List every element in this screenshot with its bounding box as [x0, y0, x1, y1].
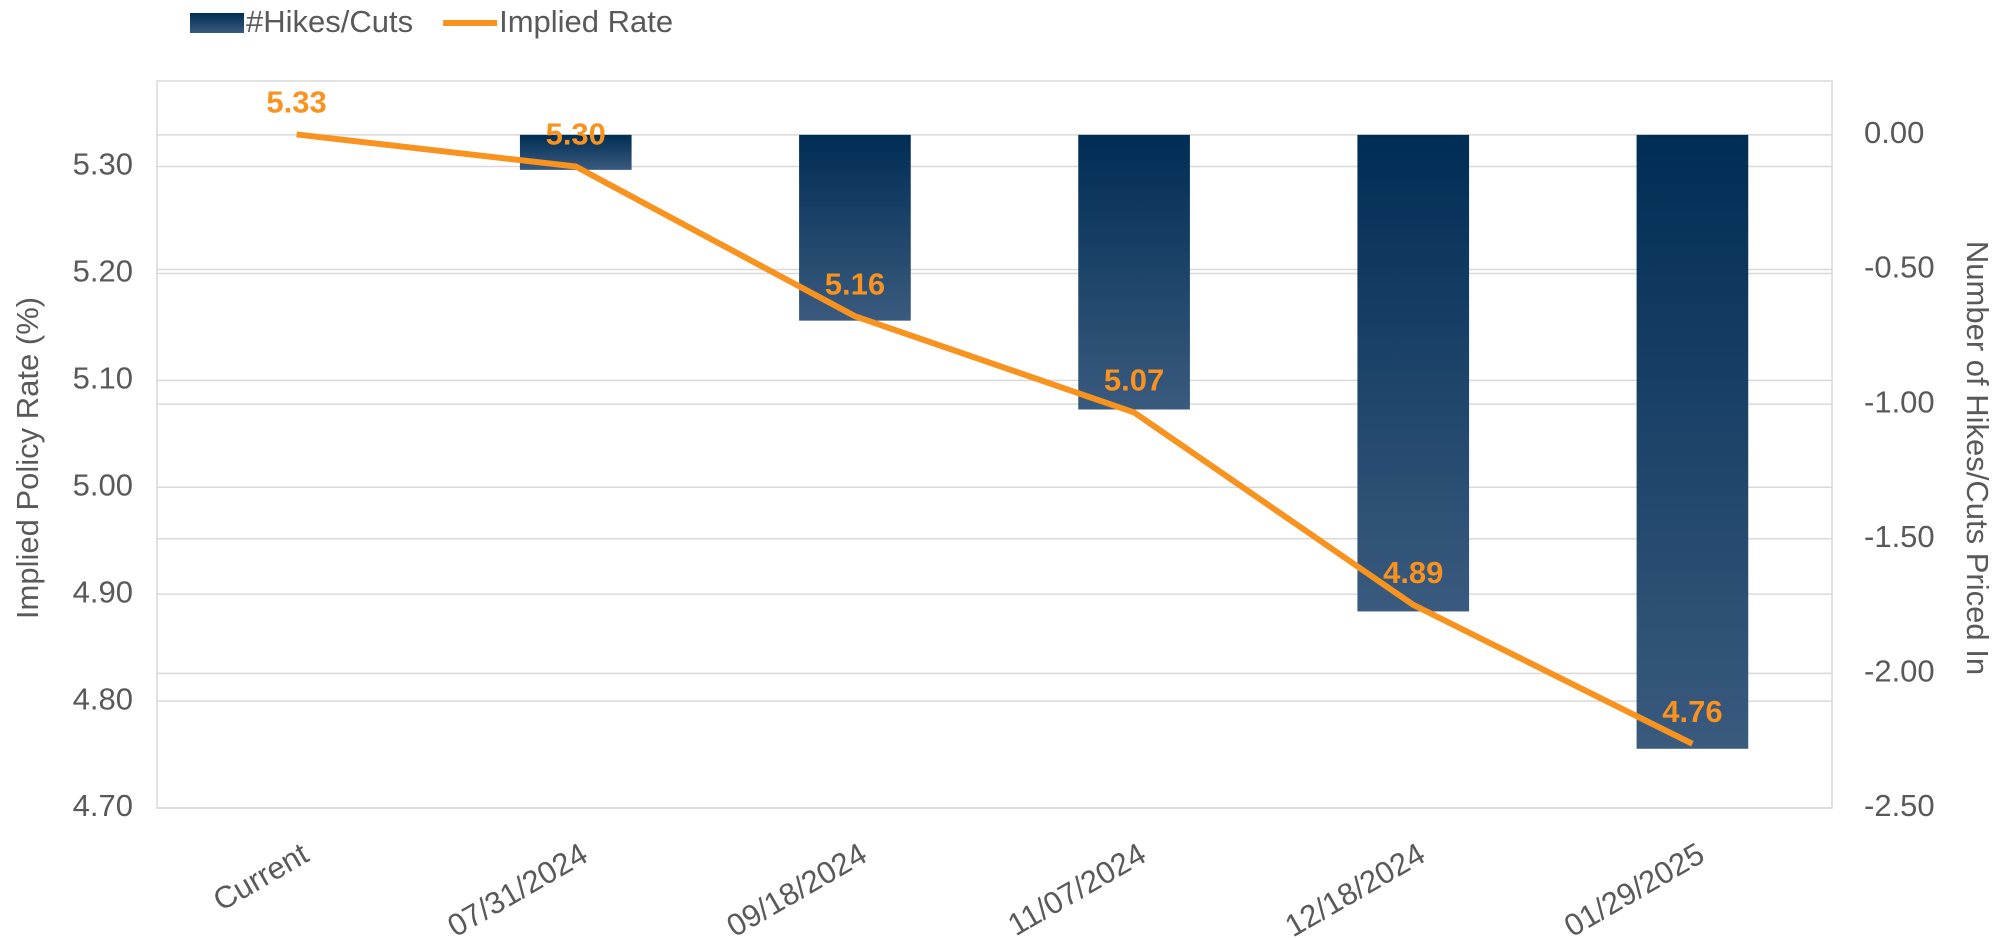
bar	[1636, 134, 1749, 749]
bar	[1078, 134, 1190, 410]
data-label: 5.16	[825, 266, 885, 301]
data-label: 5.33	[266, 85, 326, 120]
y2-tick-label: 0.00	[1864, 115, 1924, 150]
y-axis-title: Implied Policy Rate (%)	[10, 297, 45, 619]
y2-axis-title: Number of Hikes/Cuts Priced In	[1960, 241, 1995, 675]
y-tick-label: 5.30	[73, 147, 133, 182]
x-tick-label: 11/07/2024	[1002, 836, 1152, 938]
y2-tick-label: -0.50	[1864, 250, 1935, 285]
bar	[799, 134, 911, 321]
y2-tick-label: -2.50	[1864, 788, 1935, 823]
x-tick-label: 12/18/2024	[1279, 836, 1431, 938]
legend-label: #Hikes/Cuts	[246, 4, 413, 39]
x-tick-label: 09/18/2024	[721, 836, 873, 938]
x-tick-label: 01/29/2025	[1558, 836, 1710, 938]
y2-tick-label: -1.50	[1864, 519, 1935, 554]
bar	[1357, 134, 1470, 612]
y-tick-label: 4.80	[73, 681, 133, 716]
data-label: 5.30	[546, 117, 606, 152]
y-tick-label: 5.10	[73, 361, 133, 396]
y-tick-label: 4.90	[73, 574, 133, 609]
line	[296, 131, 1694, 747]
data-label: 4.76	[1662, 694, 1722, 729]
legend-label: Implied Rate	[499, 4, 673, 39]
data-label: 5.07	[1104, 363, 1164, 398]
x-tick-label: 07/31/2024	[441, 836, 593, 938]
legend-swatch	[190, 13, 244, 33]
plot-frame	[156, 80, 1833, 809]
y-tick-label: 5.00	[73, 467, 133, 502]
x-tick-label: Current	[207, 836, 314, 918]
data-label: 4.89	[1383, 555, 1443, 590]
y2-tick-label: -1.00	[1864, 384, 1935, 419]
y-tick-label: 5.20	[73, 254, 133, 289]
y-tick-label: 4.70	[73, 788, 133, 823]
y2-tick-label: -2.00	[1864, 654, 1935, 689]
